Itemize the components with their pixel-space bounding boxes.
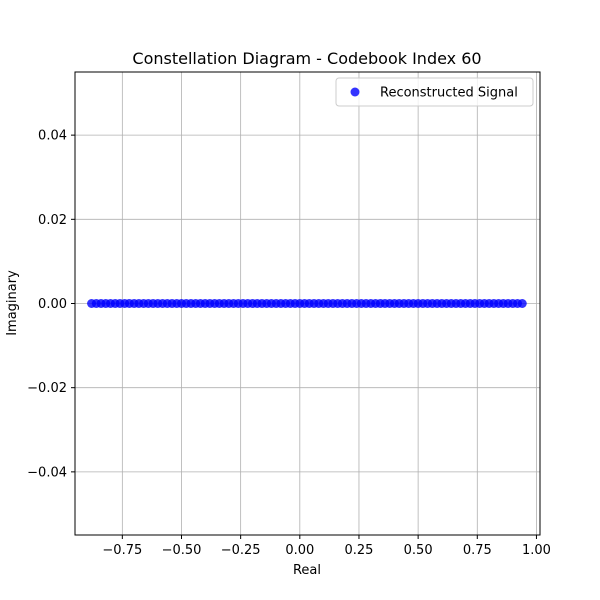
x-tick-label: 1.00 — [522, 543, 551, 558]
x-tick-label: −0.25 — [221, 543, 261, 558]
y-tick-label: −0.04 — [27, 465, 67, 480]
x-tick-label: −0.50 — [162, 543, 202, 558]
y-tick-label: 0.00 — [38, 297, 67, 312]
y-axis-label: Imaginary — [5, 270, 20, 336]
legend-marker — [350, 87, 360, 97]
x-tick-label: 0.75 — [463, 543, 492, 558]
y-tick-label: 0.04 — [38, 129, 67, 144]
chart-title: Constellation Diagram - Codebook Index 6… — [132, 49, 481, 68]
x-tick-label: 0.50 — [404, 543, 433, 558]
legend-frame — [335, 77, 534, 107]
axis-ticks: −0.75 −0.50 −0.25 0.00 0.25 0.50 0.75 1.00 −0.04… — [27, 129, 551, 558]
legend-label: Reconstructed Signal — [380, 86, 518, 101]
legend: Reconstructed Signal — [335, 77, 534, 107]
x-axis-label: Real — [293, 563, 321, 578]
x-tick-label: 0.00 — [285, 543, 314, 558]
x-tick-label: −0.75 — [102, 543, 142, 558]
data-point — [517, 299, 527, 308]
y-tick-label: −0.02 — [27, 381, 67, 396]
y-tick-label: 0.02 — [38, 213, 67, 228]
data-points — [87, 299, 527, 308]
x-tick-label: 0.25 — [344, 543, 373, 558]
